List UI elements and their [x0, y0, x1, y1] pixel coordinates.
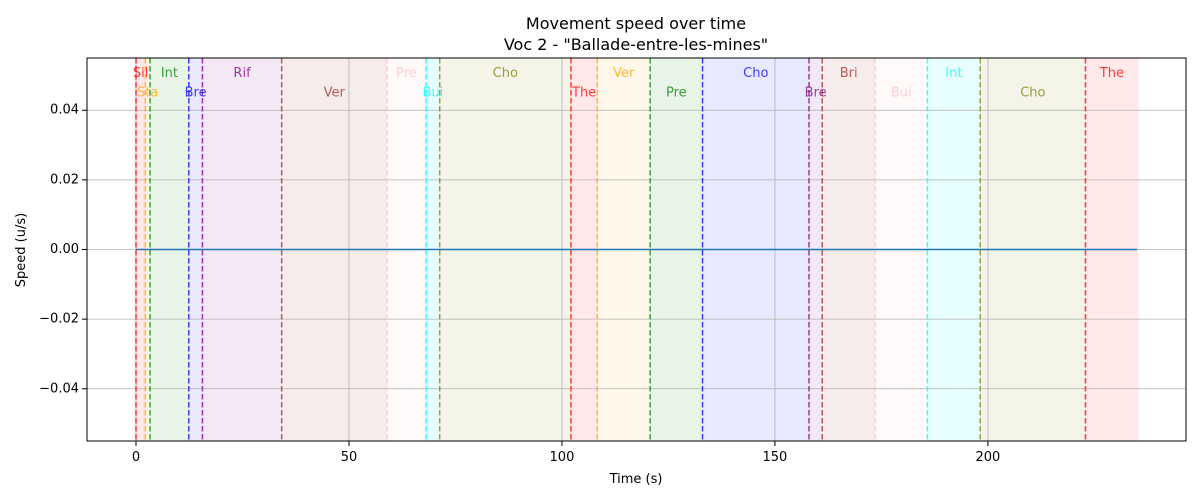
section-label: Cho: [1020, 85, 1045, 100]
y-tick-label: −0.02: [39, 312, 79, 327]
section-label: Sta: [137, 85, 158, 100]
y-axis-label: Speed (u/s): [14, 213, 29, 287]
section-label: Int: [945, 66, 962, 81]
section-label: Pre: [396, 66, 417, 81]
chart-title: Movement speed over time: [526, 14, 746, 33]
x-tick-label: 150: [763, 450, 788, 465]
section-label: Rif: [233, 66, 251, 81]
section-label: The: [571, 85, 596, 100]
section-label: Bri: [840, 66, 858, 81]
labels-layer: SilStaIntBreRifVerPreBuiChoTheVerPreChoB…: [133, 66, 1124, 100]
axes-layer: 0 50 100 150 200 −0.04 −0.02 0.00 0.02 0.04: [39, 57, 1187, 465]
section-label: Bre: [805, 85, 827, 100]
y-tick-label: 0.02: [50, 172, 79, 187]
y-tick-label: −0.04: [39, 381, 79, 396]
chart-subtitle: Voc 2 - "Ballade-entre-les-mines": [504, 35, 768, 54]
x-tick-label: 50: [341, 450, 358, 465]
y-tick-label: 0.04: [50, 103, 79, 118]
x-tick-label: 100: [550, 450, 575, 465]
section-label: Ver: [613, 66, 635, 81]
x-tick-label: 200: [976, 450, 1001, 465]
section-label: Sil: [133, 66, 148, 81]
x-axis-label: Time (s): [609, 472, 663, 487]
section-label: Bre: [185, 85, 207, 100]
section-label: Int: [161, 66, 178, 81]
section-label: Cho: [743, 66, 768, 81]
section-label: Cho: [493, 66, 518, 81]
section-label: Pre: [666, 85, 687, 100]
x-tick-label: 0: [132, 450, 140, 465]
section-label: Bui: [422, 85, 443, 100]
section-label: Ver: [324, 85, 346, 100]
section-label: Bui: [891, 85, 912, 100]
y-tick-label: 0.00: [50, 242, 79, 257]
section-label: The: [1099, 66, 1124, 81]
